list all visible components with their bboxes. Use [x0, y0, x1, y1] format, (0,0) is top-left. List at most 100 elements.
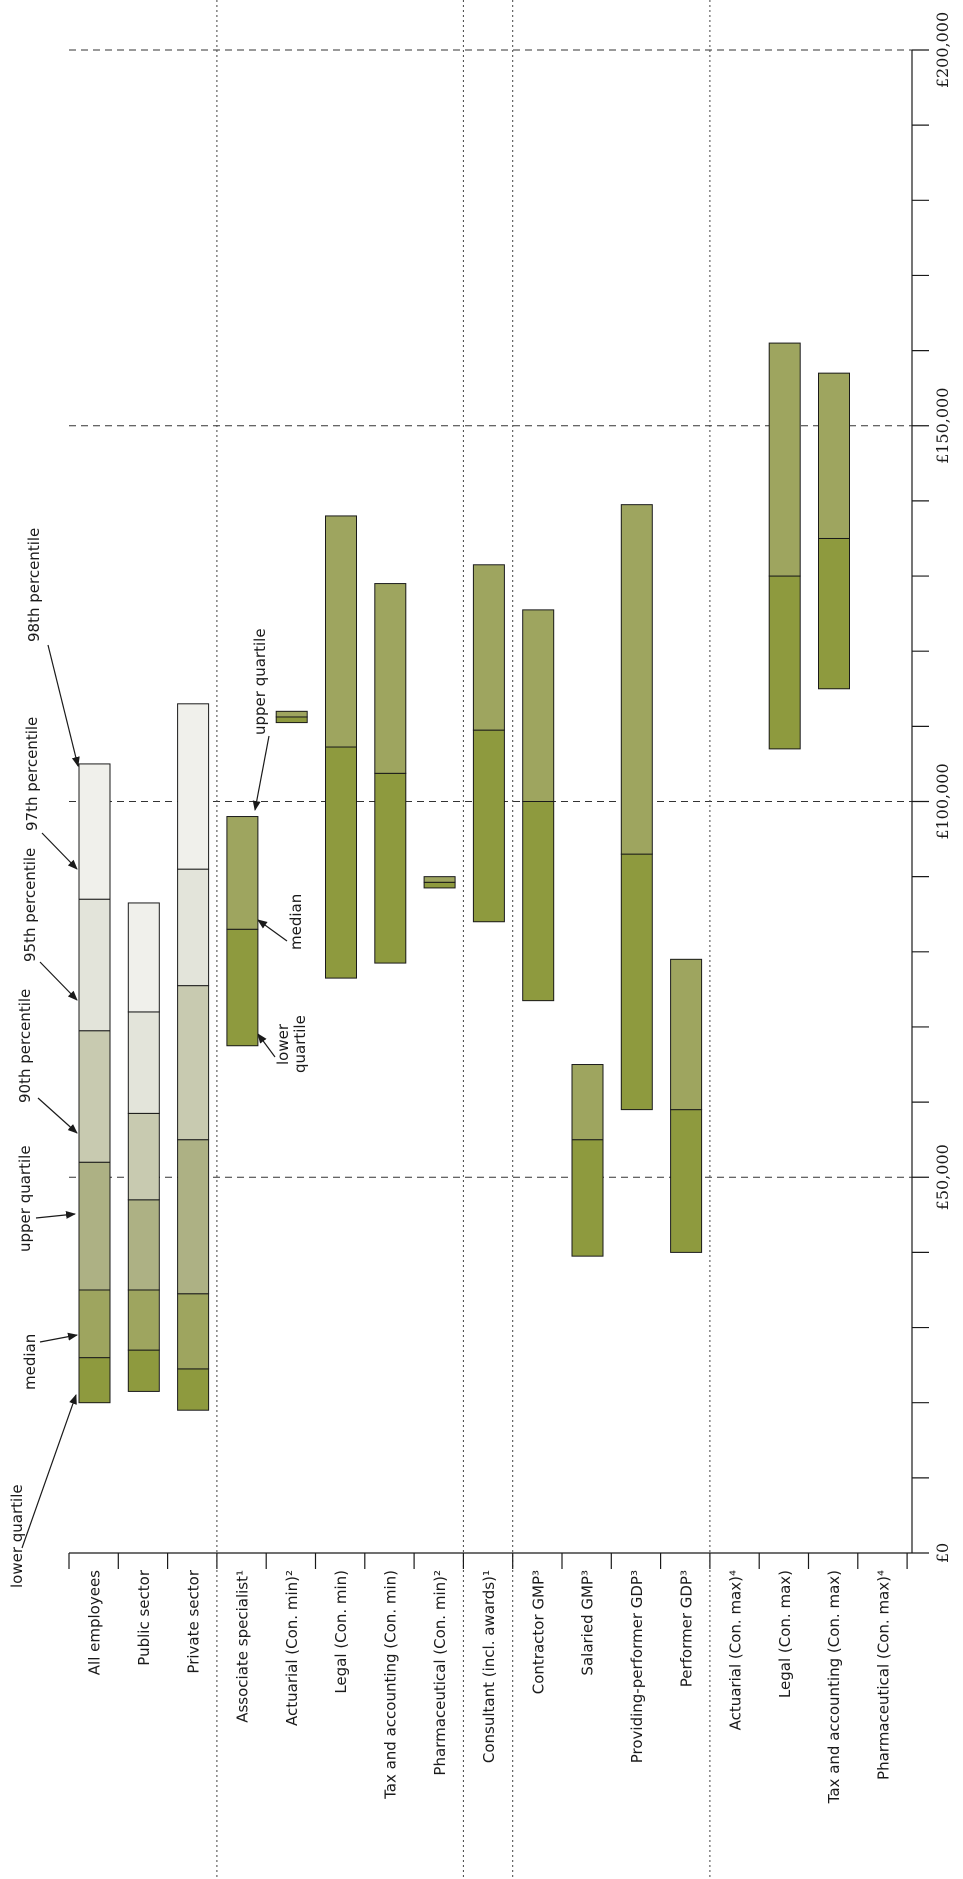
annotation: 95th percentile	[21, 848, 78, 1001]
category-label: Actuarial (Con. min)²	[283, 1570, 301, 1726]
category-label: Salaried GMP³	[579, 1570, 597, 1676]
bar-segment-median-to-upper	[472, 564, 505, 731]
bar-segment-lower-to-median	[78, 1357, 111, 1404]
bar-segment-median-to-upper	[522, 609, 555, 802]
bar-segment-lower	[768, 575, 801, 750]
category-label: Contractor GMP³	[529, 1570, 547, 1694]
annotation-arrow	[257, 919, 288, 942]
bar-segment-upper	[768, 342, 801, 577]
annotation: 90th percentile	[16, 989, 78, 1134]
annotation-arrow	[41, 832, 78, 870]
annotation-label: 90th percentile	[16, 989, 34, 1103]
bar-segment-97th-to-98th	[177, 703, 210, 870]
bar-segment-upper	[325, 515, 357, 748]
annotation-label: upper quartile	[251, 628, 269, 735]
value-tick-label: £200,000	[933, 12, 952, 88]
bar-segment-lower-to-median	[472, 729, 505, 923]
annotation: median	[257, 894, 305, 950]
bar-segment-90th-to-95th	[78, 1030, 111, 1163]
bar-segment-upper	[818, 372, 850, 539]
annotations-layer: lower quartile median upper quartile 90th p…	[8, 528, 309, 1588]
annotation-label: 98th percentile	[25, 528, 43, 642]
bar-segment-90th-to-95th	[177, 985, 210, 1141]
bar-segment-median-to-upper	[127, 1289, 160, 1351]
annotation-label: 95th percentile	[21, 848, 39, 962]
bar-segment-lower-to-median	[226, 928, 259, 1047]
bar-segment-95th-to-97th	[177, 868, 210, 987]
value-axis: £0 £50,000 £100,000 £150,000 £200,000	[68, 12, 952, 1569]
annotation-arrow	[21, 1394, 77, 1549]
bar-segment-upper	[275, 710, 308, 718]
annotation-arrow	[252, 735, 270, 811]
value-tick-label: £150,000	[933, 388, 952, 464]
bar-segment-lower-to-median	[670, 1109, 703, 1253]
bar-segment-lower-to-median	[620, 853, 653, 1111]
category-label: Tax and accounting (Con. min)	[381, 1570, 399, 1800]
category-label: Providing-performer GDP³	[628, 1570, 646, 1763]
category-label: Legal (Con. min)	[332, 1570, 350, 1694]
bar-segment-median-to-upper	[620, 504, 653, 855]
bar-segment-upper	[423, 876, 456, 883]
category-label: Legal (Con. max)	[776, 1570, 794, 1698]
bar-segment-lower-to-median	[522, 801, 555, 1002]
bar-segment-upper-to-90th	[127, 1199, 160, 1291]
bar-segment-lower	[374, 772, 407, 964]
bar-segment-lower	[275, 716, 308, 724]
category-label: Pharmaceutical (Con. min)²	[431, 1570, 449, 1776]
bar-segment-lower	[423, 881, 456, 889]
annotation: lower quartile	[8, 1394, 77, 1588]
bar-segment-90th-to-95th	[127, 1112, 160, 1201]
bar-segment-upper-to-90th	[177, 1139, 210, 1295]
bar-segment-lower-to-median	[571, 1139, 604, 1257]
bar-segment-95th-to-97th	[78, 898, 111, 1032]
bar-segment-median-to-upper	[226, 816, 259, 930]
annotation: upper quartile	[251, 628, 270, 811]
value-tick-label: £0	[933, 1543, 952, 1563]
annotation-arrow	[39, 961, 78, 1001]
annotation: upper quartile	[16, 1145, 76, 1252]
annotation: 98th percentile	[25, 528, 80, 767]
annotation-label: median	[287, 894, 305, 950]
annotation-arrow	[35, 1210, 76, 1219]
bar-segment-97th-to-98th	[78, 763, 111, 900]
category-label: Performer GDP³	[677, 1570, 695, 1687]
annotation: median	[21, 1332, 78, 1390]
value-tick-label: £100,000	[933, 763, 952, 839]
bar-segment-95th-to-97th	[127, 1011, 160, 1114]
bar-segment-median-to-upper	[670, 958, 703, 1111]
annotation-label: quartile	[291, 1015, 309, 1073]
bar-segment-upper	[374, 583, 407, 774]
annotation-label: upper quartile	[16, 1145, 34, 1252]
bar-segment-97th-to-98th	[127, 902, 160, 1013]
annotation-arrow	[257, 1033, 276, 1058]
annotation: 97th percentile	[23, 717, 78, 870]
annotation-arrow	[47, 644, 80, 767]
annotation-arrow	[37, 1097, 78, 1134]
bar-segment-lower-to-median	[127, 1349, 160, 1392]
bars-layer	[78, 342, 850, 1411]
annotation-label: lower quartile	[8, 1484, 26, 1588]
bar-segment-upper-to-90th	[78, 1161, 111, 1291]
bar-segment-lower	[325, 746, 357, 979]
category-label: Tax and accounting (Con. max)	[825, 1570, 843, 1804]
bar-segment-lower-to-median	[177, 1368, 210, 1411]
annotation-label: lower	[274, 1023, 292, 1065]
bar-segment-median-to-upper	[78, 1289, 111, 1359]
category-label: Consultant (incl. awards)¹	[480, 1570, 498, 1763]
annotation-arrow	[39, 1332, 78, 1343]
category-label: Associate specialist¹	[234, 1570, 252, 1723]
bar-segment-median-to-upper	[571, 1064, 604, 1141]
annotation-label: 97th percentile	[23, 717, 41, 831]
bar-segment-median-to-upper	[177, 1293, 210, 1370]
category-label: Actuarial (Con. max)⁴	[727, 1570, 745, 1730]
value-tick-label: £50,000	[933, 1144, 952, 1210]
bar-segment-lower	[818, 537, 850, 690]
category-label: Public sector	[135, 1569, 153, 1666]
annotation-label: median	[21, 1334, 39, 1390]
category-label: Pharmaceutical (Con. max)⁴	[874, 1570, 892, 1780]
annotation: lower quartile	[257, 1015, 309, 1073]
category-label: All employees	[86, 1570, 104, 1675]
category-labels: All employees Public sector Private sector…	[86, 1569, 893, 1804]
category-label: Private sector	[184, 1569, 202, 1673]
